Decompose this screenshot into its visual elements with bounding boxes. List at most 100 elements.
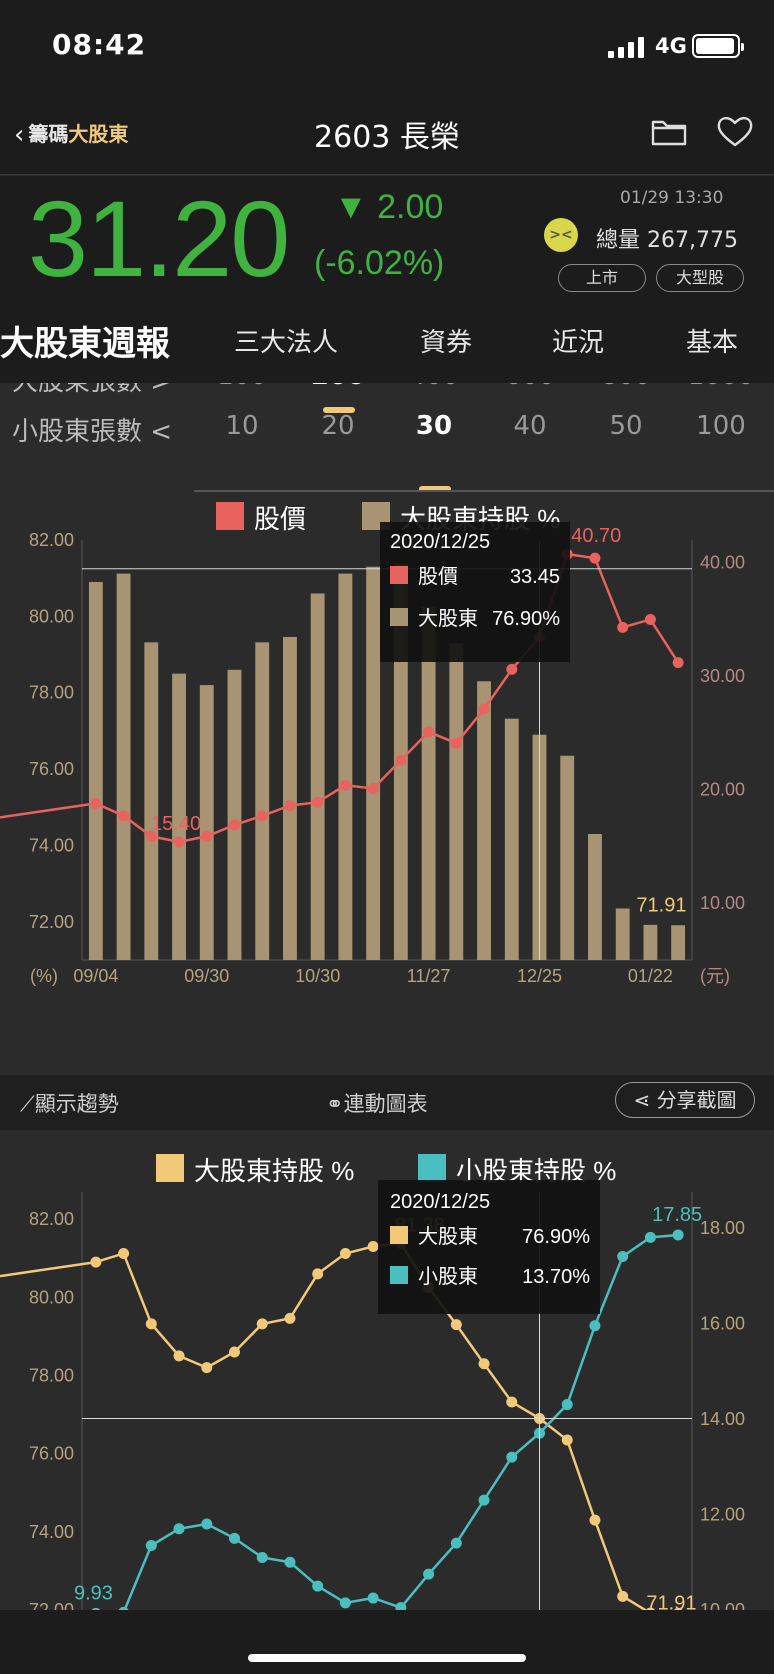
tooltip-label-holder: 大股東 xyxy=(418,607,478,630)
big-holder-point xyxy=(145,1318,157,1330)
small-holder-option[interactable]: 50 xyxy=(609,411,643,441)
show-trend-button[interactable]: ⟋顯示趨勢 xyxy=(20,1088,119,1118)
holder-bar xyxy=(421,606,436,960)
holder-bar xyxy=(144,642,159,960)
market-badge: 上市 xyxy=(558,264,646,292)
chevron-left-icon: ‹ xyxy=(14,120,25,150)
holder-bar xyxy=(283,636,297,960)
right-tick-label: 30.00 xyxy=(700,666,745,686)
tooltip-value-big: 76.90% xyxy=(522,1226,590,1248)
holder-bar xyxy=(88,582,103,960)
x-tick-label: 09/04 xyxy=(73,966,118,986)
holder-bar xyxy=(449,643,464,960)
small-holder-option-selected[interactable]: 30 xyxy=(415,411,453,441)
price-point xyxy=(118,810,130,822)
x-tick-label: 10/30 xyxy=(295,966,340,986)
max-small-label: 17.85 xyxy=(652,1204,702,1226)
legend-swatch-small xyxy=(418,1154,446,1182)
left-tick-label: 80.00 xyxy=(29,1287,74,1307)
tooltip-swatch-price xyxy=(390,566,408,584)
tooltip-label-small: 小股東 xyxy=(418,1265,478,1288)
big-holder-option[interactable]: 800 xyxy=(591,383,661,391)
cap-badge: 大型股 xyxy=(656,264,744,292)
small-holder-point xyxy=(478,1494,490,1506)
small-holder-point xyxy=(589,1320,601,1332)
right-tick-label: 10.00 xyxy=(700,1600,745,1610)
price-point xyxy=(90,797,102,809)
small-holder-option[interactable]: 40 xyxy=(513,411,547,441)
big-holder-line-lead xyxy=(0,1260,97,1278)
small-holder-point xyxy=(284,1556,296,1568)
tab-big-holder-report[interactable]: 大股東週報 xyxy=(0,324,170,364)
price-point xyxy=(423,726,435,738)
tab-margin[interactable]: 資券 xyxy=(420,328,473,358)
folder-icon[interactable] xyxy=(650,114,688,148)
status-bar xyxy=(0,0,774,100)
big-holder-option[interactable]: 1000 xyxy=(686,383,756,391)
signal-icon xyxy=(608,37,644,58)
tab-recent[interactable]: 近況 xyxy=(552,328,605,358)
big-holder-option[interactable]: 600 xyxy=(495,383,565,391)
tab-institutional[interactable]: 三大法人 xyxy=(234,328,339,358)
small-holder-point xyxy=(423,1568,435,1580)
tooltip-value-holder: 76.90% xyxy=(492,608,560,630)
big-holder-option[interactable]: 100 xyxy=(207,383,277,391)
small-holder-option[interactable]: 100 xyxy=(696,411,746,441)
big-holder-point xyxy=(173,1350,185,1362)
left-tick-label: 78.00 xyxy=(29,683,74,703)
small-holder-option[interactable]: 10 xyxy=(225,411,259,441)
min-holder-label: 71.91 xyxy=(636,894,686,916)
divider xyxy=(194,490,774,492)
back-label: 籌碼 xyxy=(28,122,69,146)
tooltip-swatch-holder xyxy=(390,608,408,626)
small-holder-point xyxy=(367,1592,379,1604)
left-tick-label: 76.00 xyxy=(29,759,74,779)
heart-icon[interactable] xyxy=(716,114,754,148)
holder-bar xyxy=(671,925,686,960)
left-tick-label: 74.00 xyxy=(29,835,74,855)
holder-bar xyxy=(615,908,630,960)
small-holder-point xyxy=(339,1597,351,1609)
tooltip-swatch-small xyxy=(390,1266,408,1284)
big-holder-point xyxy=(589,1514,601,1526)
price-point xyxy=(589,552,601,564)
price-point xyxy=(284,800,296,812)
big-holder-point xyxy=(90,1256,102,1268)
price-point xyxy=(672,657,684,669)
price-line-lead xyxy=(0,802,97,819)
nav-bar xyxy=(0,100,774,175)
big-holder-point xyxy=(450,1319,462,1331)
tooltip-label-price: 股價 xyxy=(418,565,458,588)
price-point xyxy=(478,703,490,715)
holder-selector-area: 大股東張數 > 100 200 400 600 800 1000 小股東張數 <… xyxy=(0,383,774,500)
left-tick-label: 82.00 xyxy=(29,530,74,550)
price-holder-chart[interactable]: 股價 大股東持股 %82.0080.0078.0076.0074.0072.004… xyxy=(0,500,774,1075)
right-tick-label: 18.00 xyxy=(700,1218,745,1238)
tab-fundamental[interactable]: 基本 xyxy=(686,328,739,358)
big-holder-option-selected[interactable]: 200 xyxy=(303,383,373,391)
last-price: 31.20 xyxy=(28,178,290,299)
small-holder-point xyxy=(395,1602,407,1610)
big-holder-point xyxy=(312,1268,324,1280)
small-holder-option[interactable]: 20 xyxy=(321,411,355,441)
legend-label-big: 大股東持股 % xyxy=(194,1156,354,1186)
share-screenshot-button[interactable]: ⋖ 分享截圖 xyxy=(615,1082,755,1118)
back-button[interactable]: ‹ 籌碼大股東 xyxy=(14,118,128,150)
sad-face-icon: >< xyxy=(544,218,578,252)
holder-compare-chart[interactable]: 大股東持股 % 小股東持股 %82.0080.0078.0076.0074.007… xyxy=(0,1130,774,1610)
big-holder-option[interactable]: 400 xyxy=(399,383,469,391)
tooltip-box xyxy=(378,1180,600,1314)
link-chart-button[interactable]: ⚭連動圖表 xyxy=(326,1088,428,1118)
big-holder-point xyxy=(284,1312,296,1324)
small-holder-indicator xyxy=(419,486,451,492)
price-point xyxy=(145,830,157,842)
trend-icon: ⟋ xyxy=(20,1092,35,1116)
big-holder-point xyxy=(367,1240,379,1252)
price-point xyxy=(256,810,268,822)
price-change: ▼ 2.00 xyxy=(334,188,444,226)
small-holder-point xyxy=(201,1518,213,1530)
left-tick-label: 72.00 xyxy=(29,1600,74,1610)
right-tick-label: 40.00 xyxy=(700,553,745,573)
small-holder-point xyxy=(450,1537,462,1549)
min-price-label: 15.40 xyxy=(151,813,201,835)
